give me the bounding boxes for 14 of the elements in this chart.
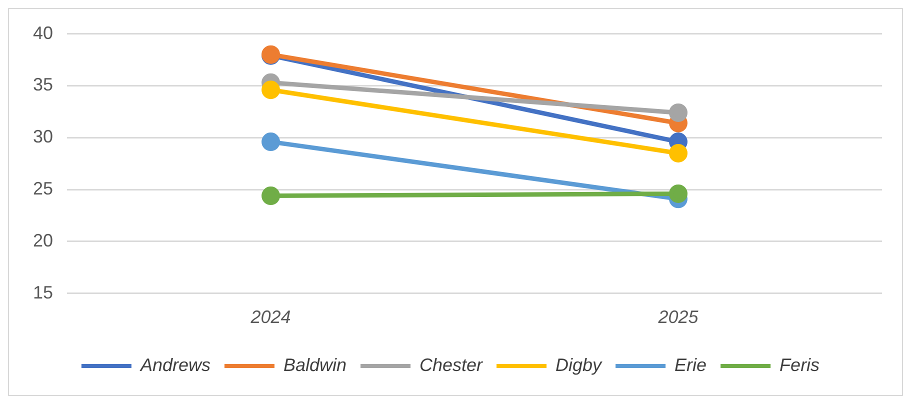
legend-label: Andrews	[139, 355, 210, 375]
legend-label: Chester	[420, 355, 484, 375]
y-tick-label: 20	[32, 230, 54, 250]
legend-label: Erie	[674, 355, 707, 375]
x-tick-label: 2024	[250, 307, 291, 328]
y-tick-label: 40	[32, 22, 54, 43]
y-tick-label: 35	[32, 74, 54, 95]
y-tick-label: 15	[32, 282, 54, 302]
y-tick-label: 25	[32, 178, 54, 199]
x-tick-label: 2025	[657, 307, 700, 328]
y-tick-label: 30	[32, 126, 54, 147]
legend-label: Feris	[780, 355, 820, 375]
legend-label: Digby	[556, 355, 603, 375]
legend-label: Baldwin	[283, 355, 347, 375]
